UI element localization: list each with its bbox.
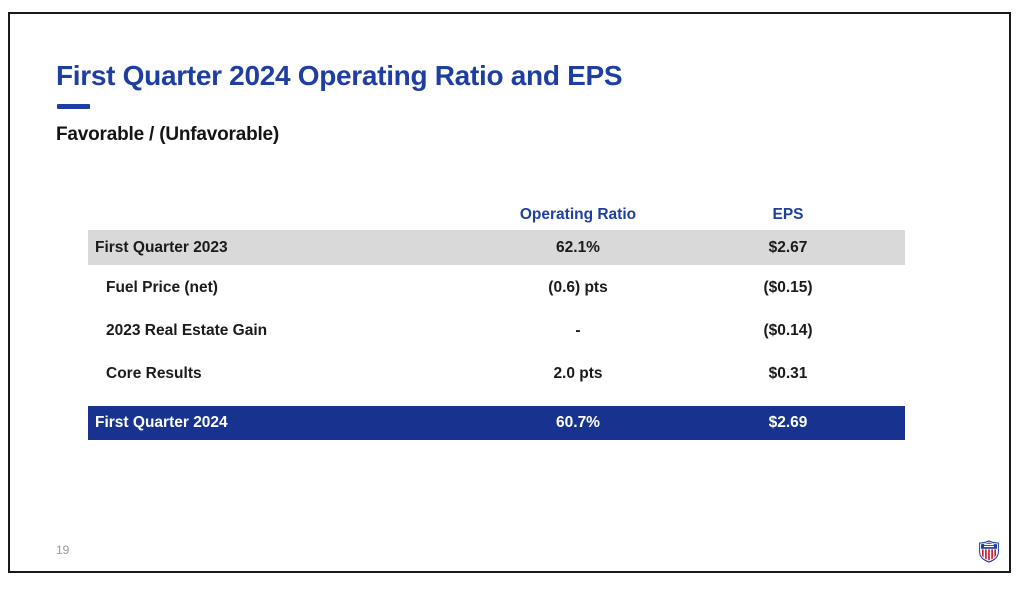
row-label: Core Results [106,364,202,382]
row-eps: ($0.14) [763,321,813,339]
row-label: 2023 Real Estate Gain [106,321,268,339]
results-table: Operating Ratio EPS First Quarter 2023 6… [88,202,905,440]
row-operating-ratio: (0.6) pts [548,278,608,296]
table-header-row: Operating Ratio EPS [88,202,905,228]
row-eps: ($0.15) [763,278,813,296]
row-operating-ratio: - [575,321,581,339]
title-underline-dash [57,104,90,109]
table-row-real-estate-gain: 2023 Real Estate Gain - ($0.14) [88,314,905,347]
row-eps: $2.67 [768,238,808,256]
row-label: Fuel Price (net) [106,278,218,296]
header-eps: EPS [772,206,804,223]
page-number: 19 [56,543,70,557]
table-row-core-results: Core Results 2.0 pts $0.31 [88,357,905,390]
row-operating-ratio: 62.1% [556,238,600,256]
row-label: First Quarter 2023 [95,238,228,256]
slide-subtitle: Favorable / (Unfavorable) [56,124,280,145]
union-pacific-shield-logo [977,539,1001,564]
shield-icon [979,540,999,563]
header-operating-ratio: Operating Ratio [519,206,637,223]
row-operating-ratio: 2.0 pts [553,364,603,382]
row-operating-ratio: 60.7% [556,414,600,431]
table-row-first-quarter-2023: First Quarter 2023 62.1% $2.67 [88,230,905,265]
row-eps: $0.31 [768,364,808,382]
row-eps: $2.69 [768,414,808,431]
page-title: First Quarter 2024 Operating Ratio and E… [56,60,623,91]
table-row-fuel-price: Fuel Price (net) (0.6) pts ($0.15) [88,271,905,304]
row-label: First Quarter 2024 [95,414,228,431]
table-row-first-quarter-2024: First Quarter 2024 60.7% $2.69 [88,406,905,440]
